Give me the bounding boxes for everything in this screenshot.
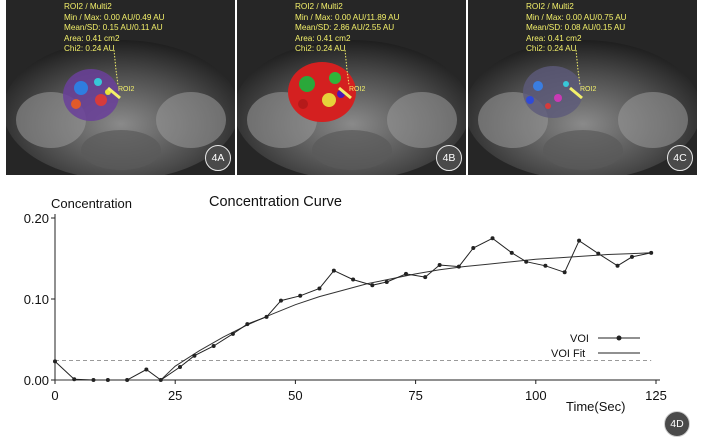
data-point-voi — [629, 254, 634, 259]
roi-chi2: Chi2: 0.24 AU — [526, 44, 577, 53]
x-tick-label: 25 — [168, 388, 182, 403]
x-tick-label: 125 — [645, 388, 667, 403]
panel-label-badge: 4C — [667, 145, 693, 171]
panel-label-badge: 4A — [205, 145, 231, 171]
roi-name: ROI2 / Multi2 — [64, 2, 112, 11]
roi-meansd: Mean/SD: 2.86 AU/2.55 AU — [295, 23, 395, 32]
data-point-voi — [158, 378, 163, 382]
data-point-voi — [298, 293, 303, 298]
panel-label-badge: 4B — [436, 145, 462, 171]
data-point-voi — [125, 378, 130, 382]
roi-stats: ROI2 / Multi2 Min / Max: 0.00 AU/0.49 AU… — [64, 2, 165, 55]
x-tick-label: 0 — [51, 388, 58, 403]
data-point-voi — [192, 353, 197, 358]
roi-area: Area: 0.41 cm2 — [526, 33, 582, 43]
legend-marker-voi — [616, 335, 622, 341]
roi-stats: ROI2 / Multi2 Min / Max: 0.00 AU/0.75 AU… — [526, 2, 627, 55]
concentration-chart: Concentration Concentration Curve Time(S… — [24, 194, 667, 414]
data-point-voi — [230, 331, 235, 336]
data-point-voi — [245, 322, 250, 327]
roi-meansd: Mean/SD: 0.15 AU/0.11 AU — [64, 23, 163, 32]
data-point-voi — [490, 236, 495, 241]
mri-scan-image — [6, 0, 235, 175]
roi-chi2: Chi2: 0.24 AU — [295, 44, 346, 53]
x-axis-label: Time(Sec) — [566, 399, 625, 414]
data-point-voi — [178, 365, 183, 370]
legend-label-voi: VOI — [570, 333, 589, 345]
data-point-voi — [351, 277, 356, 282]
y-tick-label: 0.10 — [24, 292, 49, 307]
mri-panel-4c: ROI2 / Multi2 Min / Max: 0.00 AU/0.75 AU… — [468, 0, 697, 175]
data-point-voi — [509, 250, 514, 255]
data-point-voi — [596, 251, 601, 256]
mri-panel-4b: ROI2 / Multi2 Min / Max: 0.00 AU/11.89 A… — [237, 0, 466, 175]
data-point-voi — [403, 271, 408, 276]
data-point-voi — [437, 262, 442, 267]
roi-meansd: Mean/SD: 0.08 AU/0.15 AU — [526, 23, 626, 32]
data-point-voi — [384, 279, 389, 284]
x-tick-label: 75 — [408, 388, 422, 403]
series-markers-voi — [53, 236, 654, 382]
data-point-voi — [211, 343, 216, 348]
roi-tag: ROI2 — [118, 86, 135, 93]
y-tick-label: 0.00 — [24, 373, 49, 388]
roi-minmax: Min / Max: 0.00 AU/11.89 AU — [295, 12, 400, 22]
mri-panel-4a: ROI2 / Multi2 Min / Max: 0.00 AU/0.49 AU… — [6, 0, 235, 175]
roi-tag: ROI2 — [580, 86, 597, 93]
data-point-voi — [577, 238, 582, 243]
data-point-voi — [423, 275, 428, 280]
roi-minmax: Min / Max: 0.00 AU/0.49 AU — [64, 12, 165, 22]
data-point-voi — [105, 378, 110, 382]
data-point-voi — [331, 268, 336, 273]
roi-stats: ROI2 / Multi2 Min / Max: 0.00 AU/11.89 A… — [295, 2, 400, 55]
y-tick-label: 0.20 — [24, 211, 49, 226]
panel-label-badge-4d: 4D — [664, 411, 690, 437]
chart-title: Concentration Curve — [209, 194, 342, 210]
x-tick-label: 50 — [288, 388, 302, 403]
series-line-voi-fit — [55, 252, 652, 381]
mri-scan-image — [468, 0, 697, 175]
data-point-voi — [317, 286, 322, 291]
data-point-voi — [562, 270, 567, 275]
data-point-voi — [278, 298, 283, 303]
data-point-voi — [471, 245, 476, 250]
data-point-voi — [524, 259, 529, 264]
x-tick-label: 100 — [525, 388, 547, 403]
data-point-voi — [615, 263, 620, 268]
legend: VOI VOI Fit — [551, 333, 640, 360]
data-point-voi — [456, 264, 461, 269]
roi-name: ROI2 / Multi2 — [295, 2, 343, 11]
roi-area: Area: 0.41 cm2 — [295, 33, 351, 43]
data-point-voi — [370, 283, 375, 288]
roi-chi2: Chi2: 0.24 AU — [64, 44, 115, 53]
data-point-voi — [53, 359, 57, 364]
data-point-voi — [72, 377, 77, 382]
legend-label-voi-fit: VOI Fit — [551, 348, 585, 360]
ticks: 0 25 50 75 100 125 0.00 0.10 0.20 — [24, 211, 667, 403]
data-point-voi — [543, 263, 548, 268]
data-point-voi — [91, 378, 96, 382]
roi-name: ROI2 / Multi2 — [526, 2, 574, 11]
data-point-voi — [144, 367, 149, 372]
roi-tag: ROI2 — [349, 86, 366, 93]
roi-area: Area: 0.41 cm2 — [64, 33, 120, 43]
data-point-voi — [649, 250, 654, 255]
roi-minmax: Min / Max: 0.00 AU/0.75 AU — [526, 12, 627, 22]
mri-scan-image — [237, 0, 466, 175]
data-point-voi — [264, 314, 269, 319]
y-axis-label: Concentration — [51, 196, 132, 211]
